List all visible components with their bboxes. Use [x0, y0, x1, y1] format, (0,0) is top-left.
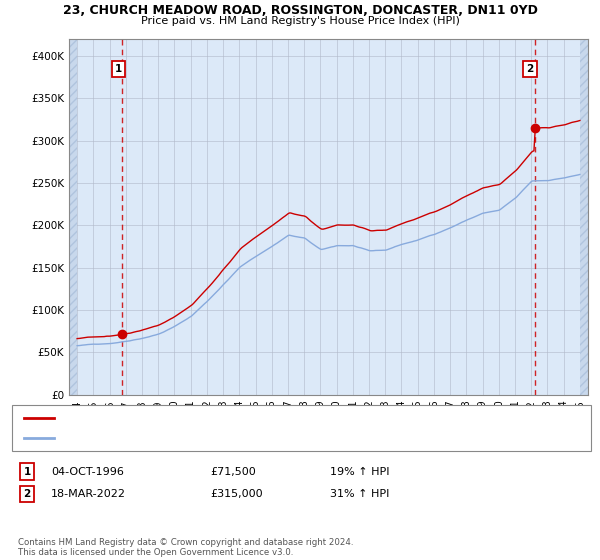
- Text: 04-OCT-1996: 04-OCT-1996: [51, 466, 124, 477]
- Bar: [580, 39, 588, 395]
- Text: £315,000: £315,000: [210, 489, 263, 499]
- Text: 1: 1: [115, 64, 122, 74]
- Text: £71,500: £71,500: [210, 466, 256, 477]
- Text: Price paid vs. HM Land Registry's House Price Index (HPI): Price paid vs. HM Land Registry's House …: [140, 16, 460, 26]
- Bar: [69, 39, 77, 395]
- Text: HPI: Average price, detached house, Doncaster: HPI: Average price, detached house, Donc…: [60, 433, 291, 443]
- Text: 18-MAR-2022: 18-MAR-2022: [51, 489, 126, 499]
- Text: Contains HM Land Registry data © Crown copyright and database right 2024.
This d: Contains HM Land Registry data © Crown c…: [18, 538, 353, 557]
- Text: 19% ↑ HPI: 19% ↑ HPI: [330, 466, 389, 477]
- Text: 23, CHURCH MEADOW ROAD, ROSSINGTON, DONCASTER, DN11 0YD (detached house): 23, CHURCH MEADOW ROAD, ROSSINGTON, DONC…: [60, 413, 485, 423]
- Text: 31% ↑ HPI: 31% ↑ HPI: [330, 489, 389, 499]
- Text: 2: 2: [526, 64, 533, 74]
- Text: 23, CHURCH MEADOW ROAD, ROSSINGTON, DONCASTER, DN11 0YD: 23, CHURCH MEADOW ROAD, ROSSINGTON, DONC…: [62, 4, 538, 17]
- Text: 1: 1: [23, 466, 31, 477]
- Text: 2: 2: [23, 489, 31, 499]
